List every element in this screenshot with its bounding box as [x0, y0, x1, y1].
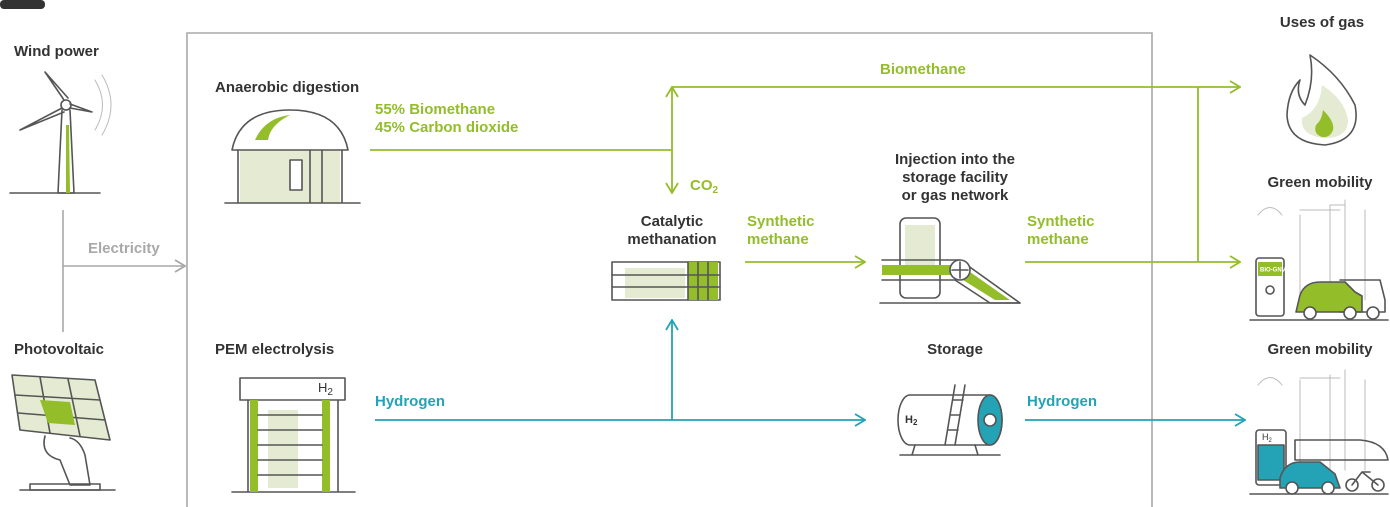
digester-icon — [225, 110, 360, 203]
electrolysis-title: PEM electrolysis — [215, 341, 334, 358]
gas-mobility-icon — [1250, 200, 1388, 320]
digestion-output-1: 55% Biomethane — [375, 101, 495, 118]
hydrogen-mobility-icon — [1250, 370, 1388, 494]
wind-icon — [10, 72, 111, 193]
methanation-title-1: Catalytic — [641, 213, 704, 230]
solar-label: Photovoltaic — [14, 341, 104, 358]
mobility-h2-badge: H2 — [1262, 432, 1273, 443]
hydrogen-label-2: Hydrogen — [1027, 393, 1097, 410]
injection-title-1: Injection into the — [895, 151, 1015, 168]
injection-icon — [880, 218, 1020, 303]
electrolysis-icon — [232, 378, 355, 492]
storage-title: Storage — [927, 341, 983, 358]
use-title: Green mobility — [1267, 174, 1373, 191]
digestion-title: Anaerobic digestion — [215, 79, 359, 96]
biomethane-label: Biomethane — [880, 61, 966, 78]
storage-badge: H2 — [905, 414, 918, 427]
digestion-output-2: 45% Carbon dioxide — [375, 119, 518, 136]
methanation-icon — [612, 262, 720, 300]
flame-icon — [1287, 55, 1356, 145]
methanation-output-1: Synthetic — [747, 213, 815, 230]
injection-title-3: or gas network — [902, 187, 1009, 204]
use-title: Uses of gas — [1280, 14, 1364, 31]
hydrogen-label-1: Hydrogen — [375, 393, 445, 410]
injection-title-2: storage facility — [902, 169, 1009, 186]
co2-main: CO — [690, 177, 713, 194]
injection-output-2: methane — [1027, 231, 1089, 248]
hydrogen-flows — [375, 320, 1245, 420]
electricity-label: Electricity — [88, 240, 160, 257]
injection-output-1: Synthetic — [1027, 213, 1095, 230]
electricity-arrow — [63, 210, 185, 332]
methanation-output-2: methane — [747, 231, 809, 248]
use-title: Green mobility — [1267, 341, 1373, 358]
corner-tab — [0, 0, 45, 9]
bio-gnv-badge: BIO-GNV — [1260, 268, 1286, 274]
diagram: Wind power Photovoltaic Electricity Anae… — [0, 0, 1390, 507]
solar-icon — [12, 375, 115, 490]
electrolysis-badge: H2 — [318, 380, 333, 397]
h2-sub: 2 — [913, 418, 918, 427]
methanation-title-2: methanation — [627, 231, 716, 248]
h2-main: H — [905, 414, 913, 426]
h2-sub: 2 — [1269, 438, 1273, 444]
co2-sub: 2 — [713, 185, 719, 196]
h2-main: H — [318, 380, 327, 395]
h2-sub: 2 — [327, 387, 333, 398]
wind-label: Wind power — [14, 43, 99, 60]
co2-label: CO2 — [690, 177, 719, 196]
